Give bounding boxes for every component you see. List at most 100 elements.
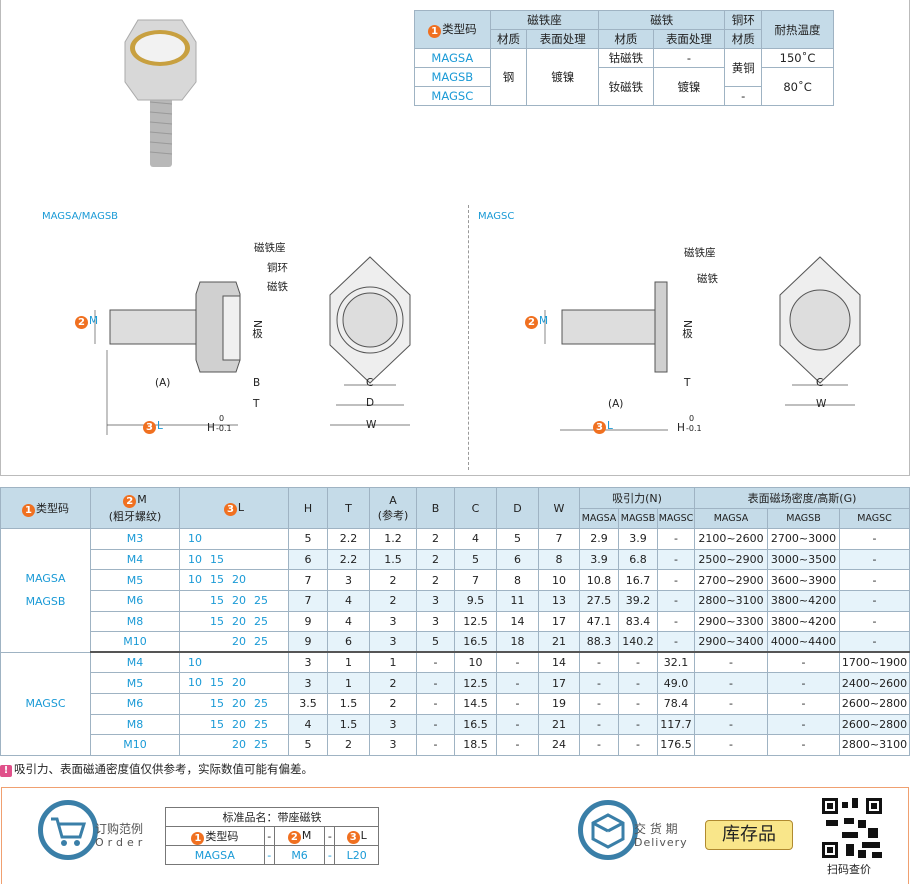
length-options: 15 20 25 [179, 610, 289, 633]
cell-gc: - [839, 589, 910, 612]
length-option: 25 [254, 696, 268, 710]
col-a: A (参考) [369, 486, 417, 530]
cell-w: 14 [538, 651, 580, 674]
length-option: 10 [188, 573, 202, 587]
cell-gb: - [767, 734, 840, 756]
col-density: 表面磁场密度/高斯(G) [694, 487, 910, 509]
cell-c: 14.5 [454, 692, 497, 715]
dimension-drawings [94, 256, 861, 435]
cell-b: 3 [416, 610, 455, 633]
cell-gb: 3800~4200 [767, 610, 840, 633]
label-t: T [684, 377, 691, 389]
cell-fc: - [657, 589, 695, 612]
table-row: M5 10 15 20 7 3 2 2 7 8 10 10.8 16.7-2700~2900 3600~3… [1, 569, 910, 591]
cell-a: 3 [369, 713, 417, 736]
cell-w: 7 [538, 528, 580, 550]
cell-w: 21 [538, 631, 580, 654]
col-t: T [327, 486, 370, 530]
col-h: H [288, 486, 328, 530]
cell-d: 18 [496, 631, 539, 654]
surface-header: 表面处理 [652, 29, 726, 49]
subheader-magsc: MAGSC [839, 507, 910, 530]
cell-fa: - [579, 651, 619, 674]
cell-t: 1 [327, 651, 370, 674]
length-option: 15 [210, 696, 224, 710]
cell-d: 14 [496, 610, 539, 633]
cell-fc: - [657, 610, 695, 633]
length-options: 10 15 [179, 548, 289, 571]
diagram-title-c: MAGSC [478, 211, 515, 222]
cell-gc: - [839, 631, 910, 654]
cell-gb: 3000~3500 [767, 548, 840, 571]
length-options: 20 25 [179, 631, 289, 654]
cell-h: 3.5 [288, 692, 328, 715]
cell-gc: 2600~2800 [839, 713, 910, 736]
length-option: 15 [210, 593, 224, 607]
type-code: MAGSB [25, 595, 66, 609]
delivery-title: 交 货 期 [634, 822, 678, 836]
thread-size: M10 [90, 631, 180, 654]
length-option: 15 [210, 614, 224, 628]
cell-t: 1.5 [327, 713, 370, 736]
cell-fa: 3.9 [579, 548, 619, 571]
thread-size: M6 [90, 589, 180, 612]
length-option: 10 [188, 552, 202, 566]
length-option: 25 [254, 635, 268, 649]
num-badge: 3 [143, 421, 156, 434]
table-row: M4 10 15 6 2.2 1.5 2 5 6 8 3.9 6.8-2500~2900 3000~35… [1, 548, 910, 571]
table-row: M6 15 20 25 3.5 1.5 2-14.5-19- -78.4- -2600~2800 [1, 692, 910, 715]
cell-fb: 6.8 [618, 548, 658, 571]
col-b: B [416, 486, 455, 530]
order-example-l: L20 [334, 845, 379, 865]
length-options: 10 15 20 [179, 672, 289, 694]
cell-a: 2 [369, 672, 417, 694]
divider [468, 205, 469, 470]
cell-fb: 16.7 [618, 569, 658, 591]
label-d: D [366, 397, 375, 409]
thread-size: M4 [90, 651, 180, 674]
table-row: MAGSC M4 10 3 1 1-10-14- -32.1- -1700~1900 [0, 651, 910, 756]
length-option: 10 [188, 676, 202, 690]
type-code: MAGSC [414, 86, 491, 106]
col-d: D [496, 486, 539, 530]
type-code: MAGSA [414, 48, 491, 68]
cell-ga: 2700~2900 [694, 569, 768, 591]
cell-ga: 2800~3100 [694, 589, 768, 612]
tol-lower: -0.1 [686, 424, 702, 433]
cell-t: 3 [327, 569, 370, 591]
cell-ga: - [694, 692, 768, 715]
order-sep: - [324, 845, 336, 865]
cell-t: 2 [327, 734, 370, 756]
cell-gc: - [839, 528, 910, 550]
cell-t: 6 [327, 631, 370, 654]
cell-gb: 4000~4400 [767, 631, 840, 654]
cell-b: 3 [416, 589, 455, 612]
cell-h: 6 [288, 548, 328, 571]
thread-size: M5 [90, 569, 180, 591]
cell-ga: - [694, 734, 768, 756]
col-force: 吸引力(N) [579, 487, 695, 509]
table-row: M8 15 20 25 4 1.5 3-16.5-21- -117.7- -2600~2800 [1, 713, 910, 736]
cell-ga: 2900~3300 [694, 610, 768, 633]
cell-fc: - [657, 548, 695, 571]
cell-fb: 83.4 [618, 610, 658, 633]
cell-fa: 47.1 [579, 610, 619, 633]
cell-gb: - [767, 713, 840, 736]
cell-a: 1 [369, 651, 417, 674]
order-sep: - [263, 845, 275, 865]
subheader-magsa: MAGSA [579, 507, 619, 530]
cell-fb: 140.2 [618, 631, 658, 654]
qr-code-icon[interactable] [822, 798, 882, 858]
cell-d: 11 [496, 589, 539, 612]
type-code-cell: MAGSA MAGSB [0, 528, 91, 653]
cell-b: - [416, 672, 455, 694]
cell-c: 16.5 [454, 631, 497, 654]
cell-b: 2 [416, 548, 455, 571]
cell-gb: 3600~3900 [767, 569, 840, 591]
cell-gc: 2800~3100 [839, 734, 910, 756]
cell-a: 3 [369, 734, 417, 756]
table-row: MAGSA MAGSB M3 10 5 2.2 1.2 2 4 5 7 2.9 3.9-2100~260… [0, 528, 910, 653]
length-option: 20 [232, 635, 246, 649]
